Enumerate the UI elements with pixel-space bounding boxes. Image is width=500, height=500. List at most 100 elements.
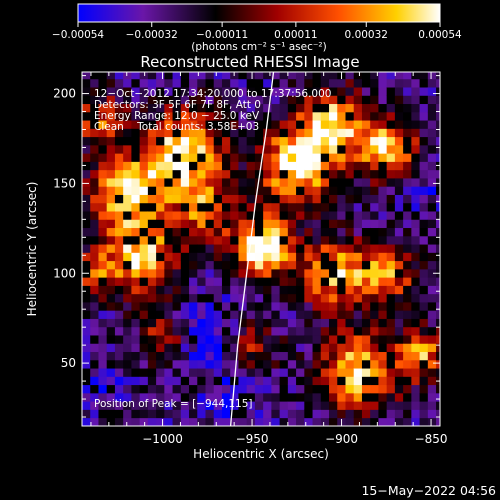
heatmap-cell [403,194,412,204]
heatmap-cell [246,310,256,319]
heatmap-cell [123,211,132,220]
heatmap-cell [238,335,248,344]
heatmap-cell [361,136,371,146]
heatmap-cell [114,351,124,361]
heatmap-cell [411,227,420,237]
heatmap-cell [172,161,182,171]
heatmap-cell [304,293,313,303]
heatmap-cell [427,161,437,171]
heatmap-cell [131,351,141,361]
heatmap-cell [320,409,330,419]
heatmap-cell [82,277,91,286]
heatmap-cell [403,103,412,113]
heatmap-cell [106,161,116,171]
heatmap-cell [230,186,239,195]
heatmap-cell [403,260,412,270]
heatmap-cell [238,260,248,270]
heatmap-cell [189,401,198,410]
heatmap-cell [230,401,239,410]
heatmap-cell [238,376,248,386]
heatmap-cell [337,186,346,195]
heatmap-cell [197,401,206,410]
heatmap-cell [156,310,165,319]
heatmap-cell [287,392,297,402]
heatmap-cell [114,376,124,386]
heatmap-cell [123,144,132,154]
heatmap-cell [353,318,363,328]
heatmap-cell [205,376,215,386]
heatmap-cell [345,95,355,105]
heatmap-cell [304,260,313,270]
heatmap-cell [263,153,272,162]
heatmap-cell [139,326,149,336]
heatmap-cell [131,343,141,353]
heatmap-cell [296,219,305,229]
heatmap-cell [345,161,355,171]
heatmap-cell [197,72,206,80]
heatmap-cell [246,136,256,146]
heatmap-cell [189,211,198,220]
heatmap-cell [238,252,248,262]
heatmap-cell [254,235,264,245]
heatmap-cell [394,144,404,154]
heatmap-cell [436,128,440,138]
heatmap-cell [329,310,338,319]
heatmap-cell [263,144,272,154]
heatmap-cell [197,235,206,245]
heatmap-cell [287,128,297,138]
heatmap-cell [427,343,437,353]
plot-frame [81,71,441,427]
heatmap-cell [312,359,322,369]
heatmap-cell [189,219,198,229]
heatmap-cell [279,359,289,369]
heatmap-cell [345,211,355,220]
heatmap-cell [98,417,108,426]
heatmap-cell [337,277,346,286]
heatmap-cell [411,392,420,402]
heatmap-cell [329,111,338,121]
heatmap-cell [254,87,264,96]
heatmap-cell [304,153,313,162]
heatmap-cell [147,95,157,105]
heatmap-cell [123,335,132,344]
heatmap-cell [156,335,165,344]
heatmap-cell [123,161,132,171]
heatmap-cell [427,186,437,195]
heatmap-cell [263,285,272,295]
heatmap-cell [345,202,355,212]
heatmap-cell [271,103,281,113]
heatmap-cell [238,95,248,105]
heatmap-cell [403,268,412,278]
heatmap-cell [114,277,124,286]
heatmap-cell [230,169,239,179]
heatmap-cell [271,417,281,426]
heatmap-cell [221,310,231,319]
heatmap-cell [238,136,248,146]
heatmap-cell [238,268,248,278]
heatmap-cell [320,169,330,179]
heatmap-cell [403,359,412,369]
heatmap-cell [205,95,215,105]
heatmap-cell [164,87,173,96]
heatmap-cell [329,343,338,353]
heatmap-cell [320,277,330,286]
heatmap-cell [329,103,338,113]
heatmap-cell [106,120,116,129]
heatmap-cell [254,409,264,419]
heatmap-cell [189,169,198,179]
heatmap-cell [156,178,165,187]
heatmap-cell [345,144,355,154]
heatmap-cell [205,87,215,96]
colorbar-unit-label: (photons cm⁻² s⁻¹ asec⁻²) [191,41,326,53]
heatmap-cell [304,95,313,105]
heatmap-cell [123,244,132,253]
heatmap-cell [197,326,206,336]
heatmap-cell [90,144,99,154]
heatmap-cell [337,178,346,187]
heatmap-cell [386,252,396,262]
heatmap-cell [378,161,388,171]
y-tick-label: 150 [53,176,76,190]
heatmap-cell [213,302,223,311]
heatmap-cell [82,219,91,229]
heatmap-cell [320,368,330,377]
